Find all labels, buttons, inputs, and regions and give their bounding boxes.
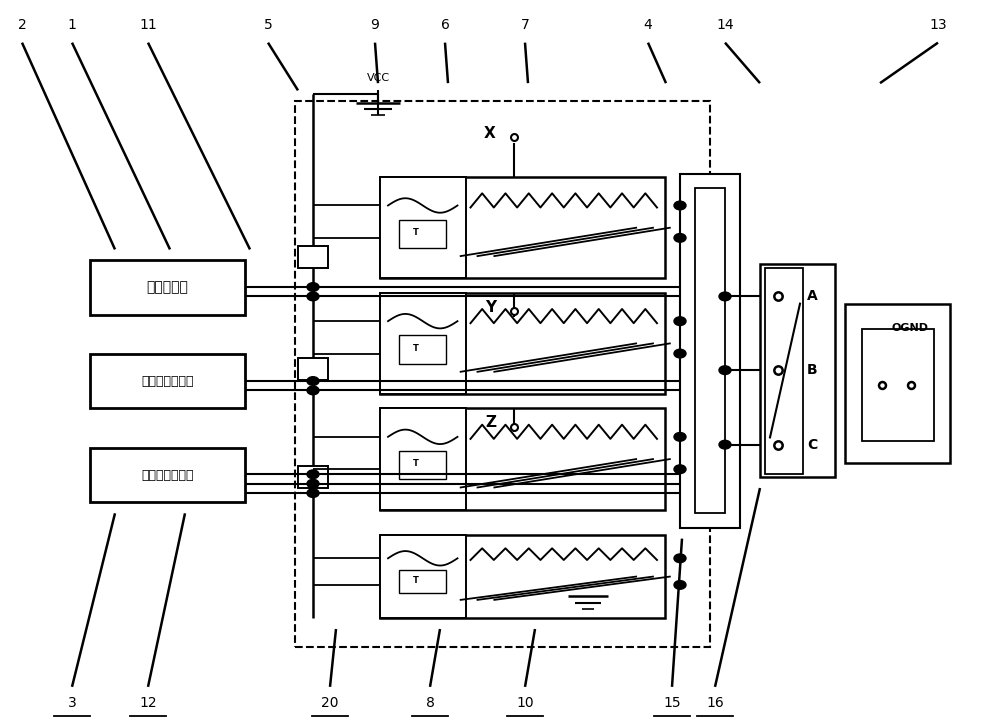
Text: OGND: OGND (892, 322, 929, 333)
Circle shape (307, 292, 319, 301)
Text: 10: 10 (516, 696, 534, 710)
Bar (90, 354, 245, 408)
Circle shape (307, 470, 319, 479)
Text: 11: 11 (139, 17, 157, 32)
Bar (380, 293, 665, 394)
Bar (680, 174, 740, 528)
Bar (380, 535, 466, 618)
Bar (298, 358, 328, 380)
Text: Y: Y (485, 300, 496, 315)
Text: 14: 14 (716, 17, 734, 32)
Bar (90, 448, 245, 502)
Bar (399, 570, 446, 593)
Circle shape (674, 581, 686, 589)
Text: 3: 3 (68, 696, 76, 710)
Bar (298, 466, 328, 488)
Circle shape (307, 283, 319, 291)
Text: T: T (413, 576, 419, 585)
Text: Z: Z (485, 416, 496, 430)
Text: 8: 8 (426, 696, 434, 710)
Bar (399, 335, 446, 364)
Bar (695, 188, 725, 513)
Text: T: T (413, 228, 419, 237)
Circle shape (307, 377, 319, 385)
Circle shape (719, 440, 731, 449)
Bar (399, 220, 446, 248)
Bar (380, 408, 665, 510)
Circle shape (307, 479, 319, 488)
Bar (862, 329, 934, 441)
Text: C: C (807, 437, 817, 452)
Circle shape (674, 554, 686, 562)
Text: T: T (413, 459, 419, 469)
Circle shape (307, 489, 319, 497)
Bar (845, 304, 950, 463)
Text: T: T (413, 343, 419, 353)
Circle shape (674, 234, 686, 242)
Circle shape (674, 201, 686, 210)
Text: X: X (484, 127, 496, 141)
Bar (760, 264, 835, 477)
Text: 20: 20 (321, 696, 339, 710)
Text: 1: 1 (68, 17, 76, 32)
Text: 7: 7 (521, 17, 529, 32)
Bar (380, 535, 665, 618)
Circle shape (307, 386, 319, 395)
Text: 6: 6 (441, 17, 449, 32)
Text: 单相交流充电机: 单相交流充电机 (141, 375, 194, 388)
Bar (298, 246, 328, 268)
Text: 三相交流充电机: 三相交流充电机 (141, 469, 194, 482)
Bar (380, 177, 466, 278)
Circle shape (674, 432, 686, 441)
Text: 12: 12 (139, 696, 157, 710)
Bar (295, 101, 710, 647)
Bar (380, 408, 466, 510)
Bar (399, 451, 446, 479)
Text: VCC: VCC (366, 73, 390, 83)
Circle shape (674, 465, 686, 474)
Bar (380, 293, 466, 394)
Circle shape (674, 317, 686, 325)
Text: 4: 4 (644, 17, 652, 32)
Circle shape (674, 349, 686, 358)
Circle shape (719, 366, 731, 375)
Text: B: B (807, 363, 818, 377)
Bar (380, 177, 665, 278)
Text: 5: 5 (264, 17, 272, 32)
Bar (90, 260, 245, 315)
Text: A: A (807, 289, 818, 304)
Text: 16: 16 (706, 696, 724, 710)
Text: 13: 13 (929, 17, 947, 32)
Circle shape (719, 292, 731, 301)
Text: 直流充电机: 直流充电机 (147, 281, 188, 294)
Text: 9: 9 (371, 17, 379, 32)
Text: 15: 15 (663, 696, 681, 710)
Bar (765, 268, 803, 474)
Text: 2: 2 (18, 17, 26, 32)
